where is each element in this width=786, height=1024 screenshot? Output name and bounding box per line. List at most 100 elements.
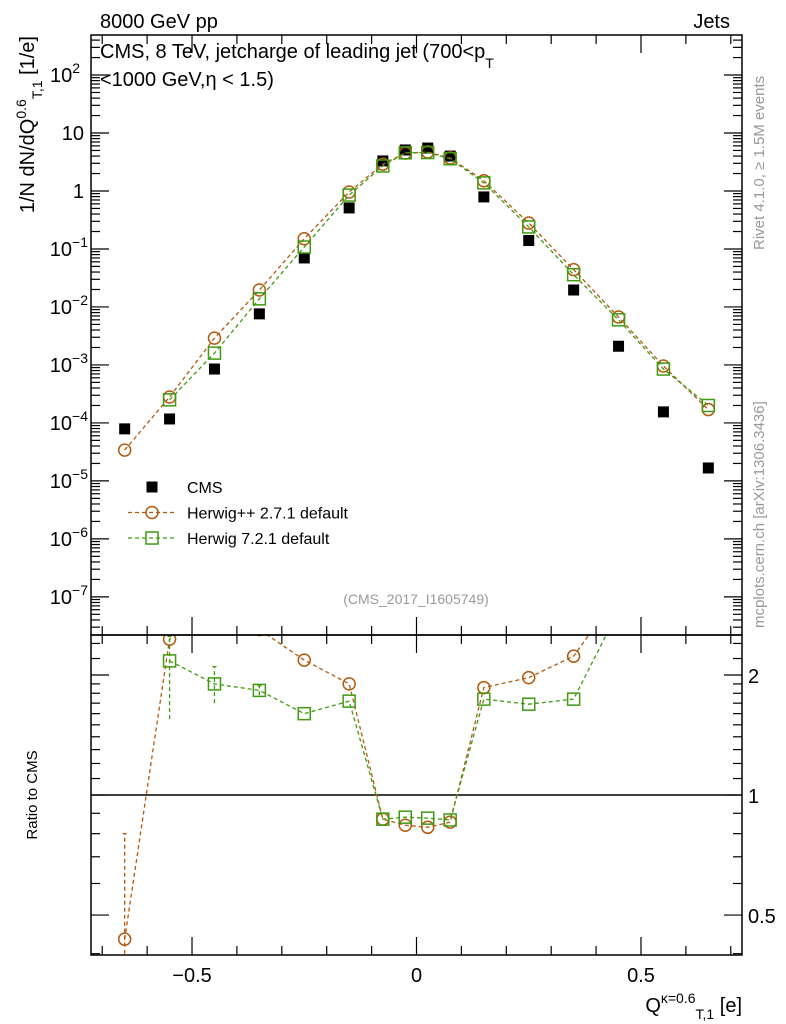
herwigpp-ratio-point: [657, 473, 669, 485]
cms-point: [208, 363, 220, 375]
herwigpp-ratio-point: [702, 387, 714, 399]
herwigpp-ratio-point: [613, 588, 625, 600]
cms-point: [119, 423, 131, 435]
herwig7-point: [252, 292, 267, 306]
cms-point: [422, 142, 434, 154]
cms-point: [343, 202, 355, 214]
cms-point: [298, 252, 310, 264]
herwig7-point: [207, 346, 222, 360]
herwig7-ratio-point: [477, 692, 491, 706]
y-tick-label: 10−7: [50, 582, 88, 609]
herwigpp-point: [207, 331, 222, 345]
y-tick-label: 10−6: [50, 524, 88, 551]
herwig7-ratio-point: [342, 694, 356, 708]
cms-point: [523, 234, 535, 246]
y-tick-label: 10−3: [50, 350, 88, 377]
herwigpp-ratio-point: [208, 577, 220, 589]
herwigpp-ratio-point: [117, 932, 132, 946]
herwigpp-ratio-point: [566, 649, 581, 663]
y-tick-label: 1: [73, 181, 84, 203]
y-tick-label: 10−4: [50, 408, 88, 435]
herwigpp-point: [297, 232, 312, 246]
herwig7-line: [169, 151, 709, 406]
herwigpp-ratio-point: [255, 635, 264, 637]
herwig7-point: [342, 188, 356, 202]
herwig7-ratio-point: [420, 811, 435, 825]
herwig7-point: [656, 362, 671, 376]
herwig7-point: [566, 267, 581, 282]
herwigpp-ratio-point: [398, 818, 413, 832]
x-axis-label: Qκ=0.6T,1 [e]: [645, 990, 742, 1022]
herwigpp-point: [252, 283, 267, 297]
herwig7-ratio-point: [566, 692, 581, 706]
herwigpp-point: [342, 185, 356, 199]
herwig7-point: [420, 145, 435, 160]
herwig7-ratio-point: [376, 812, 390, 826]
legend-marker-cms: [146, 481, 158, 493]
herwigpp-point: [656, 359, 671, 373]
cms-point: [478, 191, 490, 203]
cms-point: [568, 284, 580, 296]
main-marks: [117, 142, 716, 474]
x-tick-label: −0.5: [172, 965, 211, 987]
herwig7-ratio-point: [613, 605, 625, 617]
herwig7-point: [611, 313, 626, 327]
herwigpp-point: [162, 390, 177, 404]
herwig7-ratio-point: [207, 677, 222, 691]
herwigpp-ratio-point: [342, 677, 356, 691]
ratio-marks: [117, 359, 714, 954]
side-text-mcplots: mcplots.cern.ch [arXiv:1306.3436]: [751, 401, 768, 628]
herwigpp-point: [701, 402, 716, 417]
herwig7-ratio-point: [521, 697, 536, 711]
cms-point: [164, 413, 176, 425]
legend-marker-herwigpp: [145, 505, 159, 520]
cms-point: [444, 150, 456, 162]
herwig7-ratio-point: [297, 706, 312, 721]
herwigpp-ratio-point: [297, 653, 312, 667]
herwig7-point: [398, 146, 413, 160]
y-tick-label: 10−5: [50, 466, 88, 493]
cms-point: [253, 308, 265, 320]
herwigpp-ratio-point: [521, 670, 536, 685]
legend-marker-herwig7: [145, 531, 159, 545]
y-tick-label: 10−2: [50, 292, 88, 319]
y-tick-label: 10: [62, 123, 84, 145]
y-tick-label: 102: [50, 60, 80, 87]
herwig7-ratio-point: [252, 683, 267, 698]
herwig7-point: [376, 159, 390, 173]
x-tick-label: 0.5: [627, 965, 655, 987]
herwigpp-ratio-point: [420, 820, 435, 835]
herwig7-point: [521, 220, 536, 234]
cms-point: [702, 462, 714, 474]
header-right: Jets: [693, 11, 730, 33]
ratio-tick-label: 2: [748, 666, 759, 688]
side-text-rivet: Rivet 4.1.0, ≥ 1.5M events: [751, 76, 768, 250]
herwig7-ratio-line: [169, 635, 607, 821]
herwig7-ratio-point: [398, 810, 413, 824]
cms-point: [657, 406, 669, 418]
ratio-y-axis-label: Ratio to CMS: [24, 750, 41, 839]
herwig7-ratio-point: [702, 359, 714, 371]
herwig7-point: [162, 393, 177, 407]
header-left: 8000 GeV pp: [100, 11, 218, 33]
herwig7-point: [297, 240, 312, 254]
cms-point: [399, 144, 411, 156]
herwig7-ratio-point: [162, 654, 177, 668]
cms-point: [377, 155, 389, 167]
x-tick-label: 0: [411, 965, 422, 987]
plot-title: CMS, 8 TeV, jetcharge of leading jet (70…: [100, 41, 494, 71]
herwig7-point: [443, 151, 457, 166]
legend-label-herwig7: Herwig 7.2.1 default: [187, 531, 330, 548]
ratio-tick-label: 1: [748, 786, 759, 808]
analysis-tag: (CMS_2017_I1605749): [343, 591, 489, 607]
cms-point: [613, 340, 625, 352]
herwigpp-line: [124, 151, 709, 451]
herwig7-point: [701, 398, 716, 413]
legend-label-cms: CMS: [187, 480, 223, 497]
herwig7-ratio-point: [443, 813, 457, 827]
ratio-frame: [90, 634, 743, 956]
herwig7-point: [477, 176, 491, 190]
legend: CMS Herwig++ 2.7.1 default Herwig 7.2.1 de…: [128, 480, 349, 548]
plot-title-tail: <1000 GeV,η < 1.5): [100, 69, 274, 91]
